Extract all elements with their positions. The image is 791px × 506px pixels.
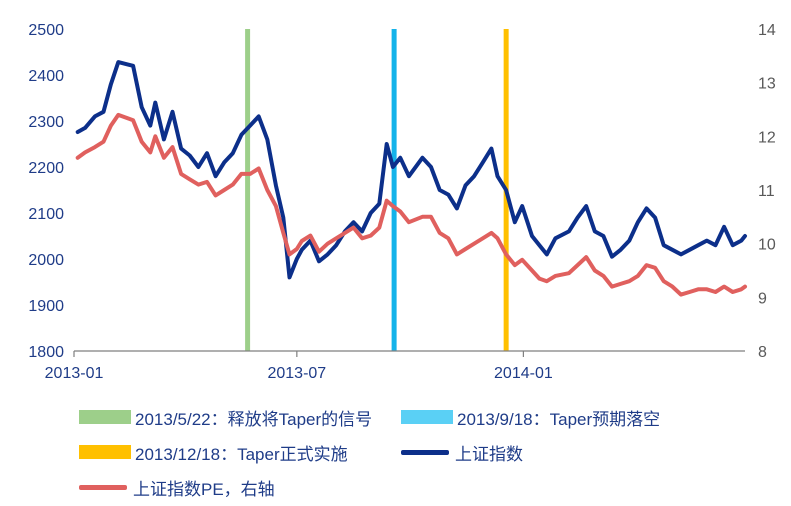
y-right-tick-label: 10 bbox=[758, 237, 776, 254]
y-right-tick-label: 8 bbox=[758, 344, 767, 361]
y-left-tick-label: 2400 bbox=[28, 68, 64, 85]
axes bbox=[73, 350, 745, 357]
series-line-szzs bbox=[75, 60, 747, 280]
y-right-tick-label: 13 bbox=[758, 76, 776, 93]
y-left-tick-label: 2200 bbox=[28, 160, 64, 177]
y-left-tick-label: 2100 bbox=[28, 206, 64, 223]
y-left-tick-label: 2500 bbox=[28, 22, 64, 39]
y-left-tick-label: 2000 bbox=[28, 252, 64, 269]
y-right-tick-label: 14 bbox=[758, 22, 776, 39]
y-left-tick-label: 1800 bbox=[28, 344, 64, 361]
y-right-tick-label: 11 bbox=[758, 183, 775, 200]
y-right-tick-label: 9 bbox=[758, 290, 767, 307]
series-line-pe bbox=[75, 112, 747, 297]
tick-labels: 1800 1900 2000 2100 2200 2300 2400 2500 8 9 10 11 12… bbox=[28, 22, 775, 382]
event-line-1 bbox=[245, 29, 251, 351]
y-right-tick-label: 12 bbox=[758, 129, 776, 146]
y-left-tick-label: 1900 bbox=[28, 298, 64, 315]
event-line-2 bbox=[391, 29, 397, 351]
series-lines bbox=[75, 60, 747, 297]
y-left-tick-label: 2300 bbox=[28, 114, 64, 131]
x-tick-label: 2013-01 bbox=[45, 365, 104, 382]
event-lines bbox=[245, 29, 509, 351]
x-tick-label: 2013-07 bbox=[267, 365, 326, 382]
x-tick-label: 2014-01 bbox=[494, 365, 553, 382]
